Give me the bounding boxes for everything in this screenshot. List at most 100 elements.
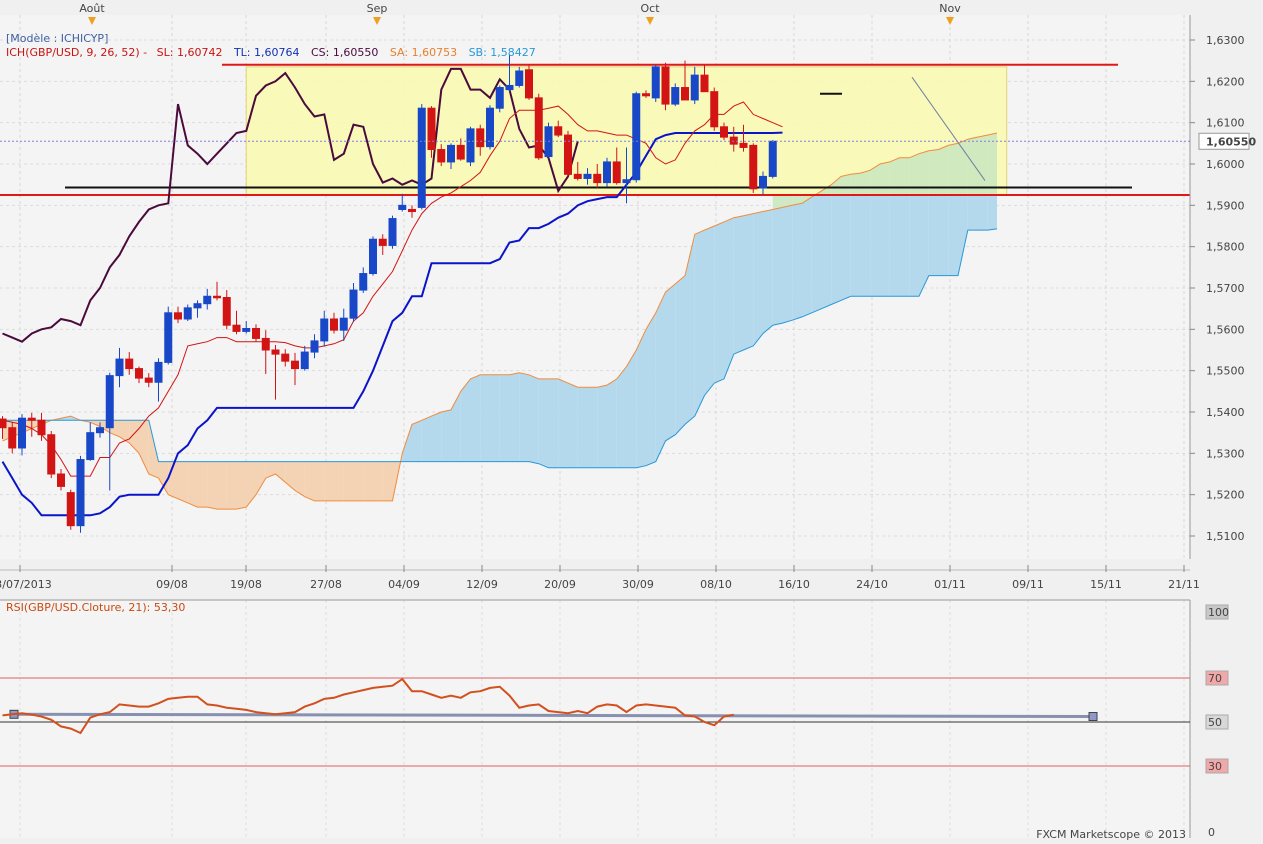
candle-body	[66, 492, 75, 527]
month-label: Oct	[640, 2, 660, 15]
candle-body	[115, 358, 124, 377]
cloud-segment	[607, 378, 617, 468]
cloud-segment	[675, 275, 685, 435]
cloud-overlap	[977, 135, 988, 195]
candle-body	[27, 417, 36, 421]
cloud-segment	[626, 350, 637, 468]
cloud-segment	[324, 461, 334, 501]
ichimoku-cloud	[2, 133, 997, 510]
rsi-tick-label: 100	[1208, 606, 1229, 619]
cloud-segment	[285, 461, 295, 491]
cloud-overlap	[909, 153, 919, 195]
cloud-segment	[207, 461, 217, 510]
cloud-segment	[373, 461, 383, 501]
cloud-segment	[470, 374, 481, 462]
cloud-segment	[246, 461, 256, 508]
date-tick-label: 01/11	[934, 578, 966, 591]
cloud-segment	[704, 226, 715, 396]
last-price-label: 1,60550	[1206, 135, 1256, 148]
rsi-tick-label: 50	[1208, 716, 1222, 729]
chikou-span-line	[2, 67, 579, 343]
candle-body	[447, 144, 455, 163]
cloud-segment	[382, 461, 393, 501]
cloud-segment	[733, 215, 744, 355]
candle-body	[154, 361, 163, 383]
rsi-trendline-handle-right	[1088, 712, 1098, 721]
month-markers: Août Sep Oct Nov	[79, 2, 961, 25]
date-tick-label: 30/09	[622, 578, 654, 591]
cloud-segment	[304, 461, 315, 501]
candle-body	[174, 312, 182, 320]
date-tick-label: 21/11	[1168, 578, 1200, 591]
candle-body	[437, 149, 446, 163]
candle-body	[57, 473, 65, 487]
candle-body	[759, 175, 767, 189]
price-tick-label: 1,5500	[1206, 365, 1245, 378]
candle-body	[213, 295, 221, 299]
cloud-overlap	[772, 195, 783, 210]
span-a-line	[2, 132, 998, 510]
month-marker-icon	[88, 17, 96, 25]
footer-copyright: FXCM Marketscope © 2013	[1036, 828, 1186, 841]
candle-body	[261, 337, 270, 351]
cloud-segment	[217, 461, 227, 510]
candle-body	[466, 128, 475, 163]
price-tick-label: 1,6300	[1206, 34, 1245, 47]
cloud-segment	[646, 312, 656, 466]
cloud-segment	[558, 378, 568, 468]
kijun-sen-line	[1, 131, 783, 517]
date-tick-label: 12/09	[466, 578, 498, 591]
cloud-segment	[694, 230, 705, 417]
price-tick-label: 1,5700	[1206, 282, 1245, 295]
candle-body	[427, 107, 436, 151]
cloud-segment	[480, 374, 490, 462]
rsi-line	[2, 677, 734, 735]
month-marker-icon	[373, 17, 381, 25]
rsi-tick-box	[1205, 714, 1229, 730]
candle-body	[203, 295, 212, 305]
date-tick-label: 09/11	[1012, 578, 1044, 591]
price-tick-label: 1,6000	[1206, 158, 1245, 171]
cloud-overlap	[841, 174, 851, 195]
cloud-overlap	[919, 150, 929, 195]
candle-body	[359, 273, 368, 291]
candle-body	[612, 161, 621, 184]
cloud-segment	[148, 420, 159, 479]
cloud-segment	[226, 461, 237, 510]
month-marker-icon	[946, 17, 954, 25]
candle-body	[193, 303, 202, 309]
date-tick-label: 08/10	[700, 578, 732, 591]
legend-sa: SA: 1,60753	[390, 46, 457, 59]
price-tick-label: 1,5400	[1206, 406, 1245, 419]
cloud-segment	[753, 211, 763, 346]
rsi-tick-box	[1205, 670, 1229, 686]
span-b-line	[2, 228, 998, 469]
price-axis: 1,6300 1,6200 1,6100 1,6000 1,5900 1,5800 1,57…	[1190, 34, 1245, 543]
cloud-segment	[441, 409, 451, 462]
price-tick-label: 1,5900	[1206, 199, 1245, 212]
legend-sl: SL: 1,60742	[157, 46, 223, 59]
candle-body	[125, 358, 134, 370]
rsi-axis: 100 70 50 30 0	[1205, 604, 1229, 839]
candle-body	[603, 161, 611, 184]
cloud-segment	[529, 374, 539, 464]
cloud-segment	[119, 420, 130, 443]
candle-body	[183, 307, 192, 320]
candle-body	[310, 340, 319, 353]
cloud-segment	[178, 461, 188, 503]
cloud-segment	[548, 378, 559, 468]
candle-body	[37, 419, 46, 436]
candle-body	[505, 84, 514, 91]
cloud-segment	[831, 176, 841, 305]
rsi-levels	[0, 677, 1190, 767]
cloud-segment	[343, 461, 354, 501]
candle-body	[349, 289, 358, 319]
date-axis: 23/07/2013 09/08 19/08 27/08 04/09 12/09 20/09…	[0, 565, 1200, 591]
legend-tl: TL: 1,60764	[233, 46, 300, 59]
cloud-segment	[568, 383, 578, 468]
date-tick-label: 24/10	[856, 578, 888, 591]
candle-body	[583, 173, 592, 179]
candle-body	[232, 324, 241, 332]
candle-body	[47, 434, 56, 475]
